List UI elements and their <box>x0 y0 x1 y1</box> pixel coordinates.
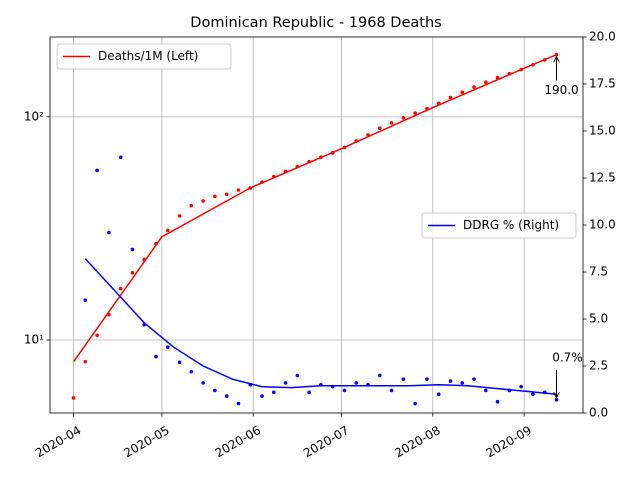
legend: DDRG % (Right) <box>421 212 577 239</box>
data-point <box>260 394 264 398</box>
data-point <box>425 377 429 381</box>
data-point <box>472 377 476 381</box>
data-point <box>130 247 135 252</box>
data-point <box>495 399 500 404</box>
data-point <box>460 381 465 385</box>
x-tick-label: 2020-07 <box>301 423 351 460</box>
data-point <box>130 271 135 275</box>
data-point <box>413 401 417 406</box>
data-point <box>118 155 123 160</box>
y2-tick-label: 17.5 <box>589 77 616 91</box>
data-point <box>460 90 465 94</box>
y2-tick-label: 5.0 <box>589 312 608 326</box>
data-point <box>342 388 347 393</box>
legend-box <box>56 43 232 70</box>
data-point <box>472 85 476 89</box>
x-tick-label: 2020-04 <box>33 423 83 460</box>
data-point <box>177 214 182 218</box>
data-point <box>401 116 406 120</box>
annotation: 190.0 <box>544 83 578 97</box>
y2-tick-label: 2.5 <box>589 359 608 373</box>
data-point <box>236 401 241 406</box>
y2-tick-label: 0.0 <box>589 406 608 420</box>
data-point <box>272 390 276 395</box>
data-point <box>83 298 88 303</box>
legend-box <box>421 212 577 239</box>
data-point <box>378 373 382 378</box>
y2-tick-label: 10.0 <box>589 218 616 232</box>
data-point <box>448 379 453 383</box>
data-point <box>213 194 217 199</box>
data-point <box>295 373 300 378</box>
y2-tick-label: 7.5 <box>589 265 608 279</box>
x-tick-label: 2020-06 <box>213 423 263 460</box>
data-point <box>213 388 217 393</box>
data-point <box>165 345 170 350</box>
x-tick-label: 2020-09 <box>484 423 534 460</box>
legend-label: DDRG % (Right) <box>463 218 559 232</box>
data-point <box>389 388 394 393</box>
data-line <box>72 54 557 363</box>
data-point <box>448 95 453 100</box>
y-tick-label: 10¹ <box>24 333 44 347</box>
data-point <box>484 388 488 393</box>
data-point <box>436 392 441 397</box>
data-point <box>83 359 88 364</box>
data-point <box>519 384 523 389</box>
data-line <box>84 258 557 395</box>
data-point <box>307 390 311 395</box>
data-point <box>201 381 205 385</box>
data-point <box>224 394 229 398</box>
data-point <box>401 377 406 381</box>
data-point <box>224 192 229 197</box>
plot-frame <box>49 36 584 414</box>
data-point <box>189 203 194 208</box>
legend: Deaths/1M (Left) <box>56 43 232 70</box>
data-point <box>413 111 417 115</box>
data-point <box>389 121 394 125</box>
data-point <box>354 381 359 385</box>
data-point <box>95 333 99 338</box>
data-point <box>236 188 241 192</box>
data-point <box>554 398 559 402</box>
data-point <box>484 80 488 85</box>
data-point <box>495 75 500 80</box>
data-point <box>189 369 194 374</box>
data-point <box>283 381 288 385</box>
data-point <box>95 168 99 173</box>
data-point <box>201 199 205 203</box>
annotation: 0.7% <box>552 350 583 364</box>
y-tick-label: 10² <box>24 109 44 123</box>
y2-tick-label: 15.0 <box>589 124 616 138</box>
chart-title: Dominican Republic - 1968 Deaths <box>190 15 441 31</box>
y2-tick-label: 12.5 <box>589 171 616 185</box>
x-tick-label: 2020-08 <box>392 423 442 460</box>
x-tick-label: 2020-05 <box>121 423 171 460</box>
data-point <box>71 396 76 400</box>
y2-tick-label: 20.0 <box>589 30 616 44</box>
legend-label: Deaths/1M (Left) <box>98 49 198 63</box>
data-point <box>107 230 111 235</box>
data-point <box>531 392 535 397</box>
data-point <box>154 354 158 359</box>
data-point <box>177 360 182 365</box>
data-point <box>378 126 382 130</box>
data-point <box>118 286 123 291</box>
data-point <box>165 228 170 233</box>
